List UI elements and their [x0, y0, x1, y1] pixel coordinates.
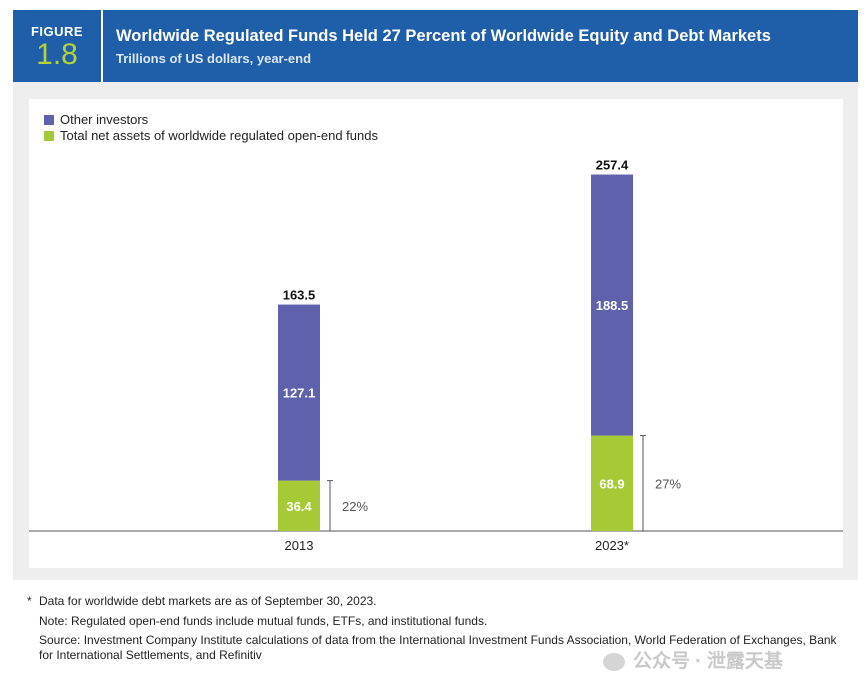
x-tick-label: 2023* [595, 538, 629, 553]
bar-other-2023 [591, 174, 633, 436]
footnote-star: * Data for worldwide debt markets are as … [27, 594, 377, 608]
total-label: 257.4 [596, 158, 629, 173]
total-label: 163.5 [283, 288, 316, 303]
footnote-star-mark: * [27, 594, 32, 608]
data-label-other: 127.1 [283, 386, 316, 401]
bar-funds-2023 [591, 435, 633, 531]
footnote-source: Source: Investment Company Institute cal… [39, 633, 837, 662]
footnote-note: Note: Regulated open-end funds include m… [39, 614, 488, 628]
chart-title: Worldwide Regulated Funds Held 27 Percen… [116, 27, 771, 45]
legend-regulated-funds-label: Total net assets of worldwide regulated … [60, 128, 378, 143]
footnote-star-text: Data for worldwide debt markets are as o… [39, 594, 377, 608]
wechat-icon [603, 652, 625, 671]
legend-regulated-funds-swatch [44, 131, 54, 141]
figure-label: FIGURE [30, 24, 84, 39]
share-label: 27% [655, 476, 681, 491]
figure-header: FIGURE 1.8 Worldwide Regulated Funds Hel… [13, 10, 858, 82]
chart-subtitle: Trillions of US dollars, year-end [116, 51, 312, 66]
legend-other-investors-label: Other investors [60, 112, 149, 127]
bar-other-2013 [278, 304, 320, 481]
bar-funds-2013 [278, 480, 320, 531]
watermark-text: 公众号 · 泄露天基 [633, 651, 783, 672]
chart-area: Other investors Total net assets of world… [29, 99, 843, 568]
figure-number: 1.8 [36, 38, 78, 71]
x-tick-label: 2013 [285, 538, 314, 553]
legend-other-investors-swatch [44, 115, 54, 125]
figure-badge: FIGURE 1.8 [13, 10, 103, 82]
data-label-funds: 36.4 [286, 499, 312, 514]
share-label: 22% [342, 499, 368, 514]
data-label-other: 188.5 [596, 298, 629, 313]
data-label-funds: 68.9 [599, 476, 624, 491]
watermark: 公众号 · 泄露天基 [603, 646, 783, 673]
